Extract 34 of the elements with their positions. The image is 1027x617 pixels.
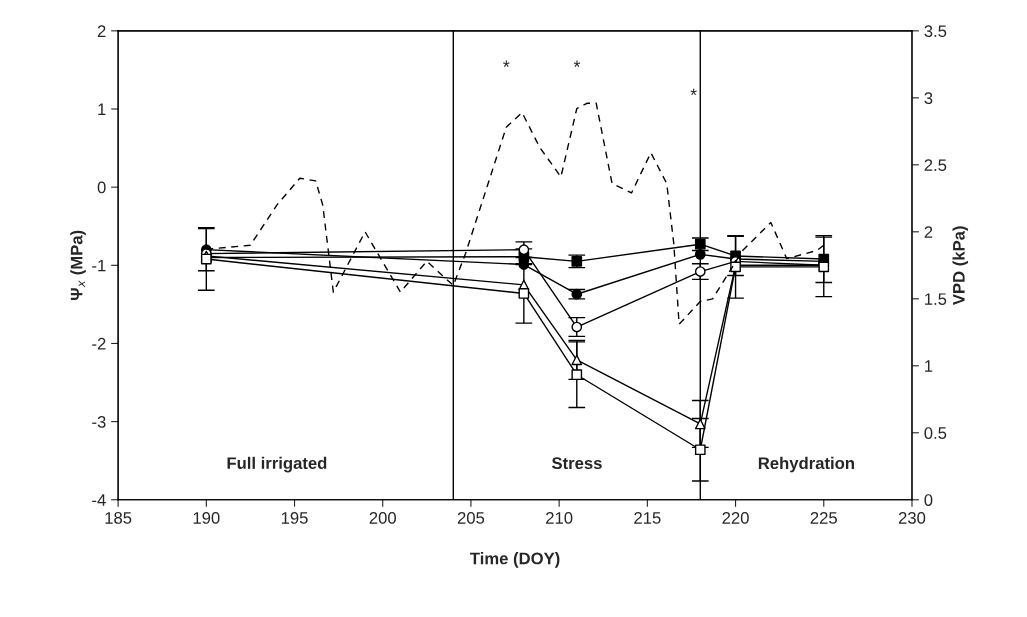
y2-tick-label: 2 (924, 226, 933, 238)
y-tick-label: -3 (92, 416, 106, 428)
x-tick-label: 215 (634, 512, 661, 524)
y-tick-label: -4 (92, 494, 106, 506)
x-tick-label: 225 (810, 512, 837, 524)
x-tick-label: 205 (457, 512, 485, 524)
x-tick-label: 210 (546, 512, 573, 524)
annotation: * (690, 88, 697, 96)
y-tick-label: 0 (97, 181, 106, 194)
y-axis-title: Ψ$_{x}$ (MPa) (70, 230, 86, 301)
x-axis-title: Time (DOY) (470, 552, 560, 568)
annotation: * (503, 60, 510, 67)
y2-axis-title: VPD (kPa) (952, 226, 969, 306)
x-tick-label: 190 (193, 512, 220, 524)
y2-tick-label: 0 (924, 494, 933, 506)
y-tick-label: -1 (92, 259, 106, 272)
annotation: Rehydration (758, 456, 854, 473)
y2-tick-label: 2.5 (924, 159, 947, 172)
x-tick-label: 220 (722, 512, 749, 524)
y-tick-label: -2 (92, 337, 106, 350)
y2-tick-label: 3 (924, 92, 933, 105)
x-tick-label: 195 (281, 512, 308, 524)
x-tick-label: 200 (369, 512, 396, 524)
y-tick-label: 1 (98, 103, 106, 116)
y-tick-label: 2 (97, 25, 106, 37)
y2-tick-label: 1 (925, 360, 933, 372)
y2-tick-label: 0.5 (924, 427, 947, 439)
y2-tick-label: 3.5 (924, 25, 947, 38)
x-tick-label: 230 (898, 512, 926, 524)
annotation: Stress (551, 457, 602, 470)
annotation: Full irrigated (227, 456, 327, 473)
y2-tick-label: 1.5 (925, 293, 947, 306)
x-tick-label: 185 (105, 512, 132, 524)
annotation: * (573, 60, 581, 67)
